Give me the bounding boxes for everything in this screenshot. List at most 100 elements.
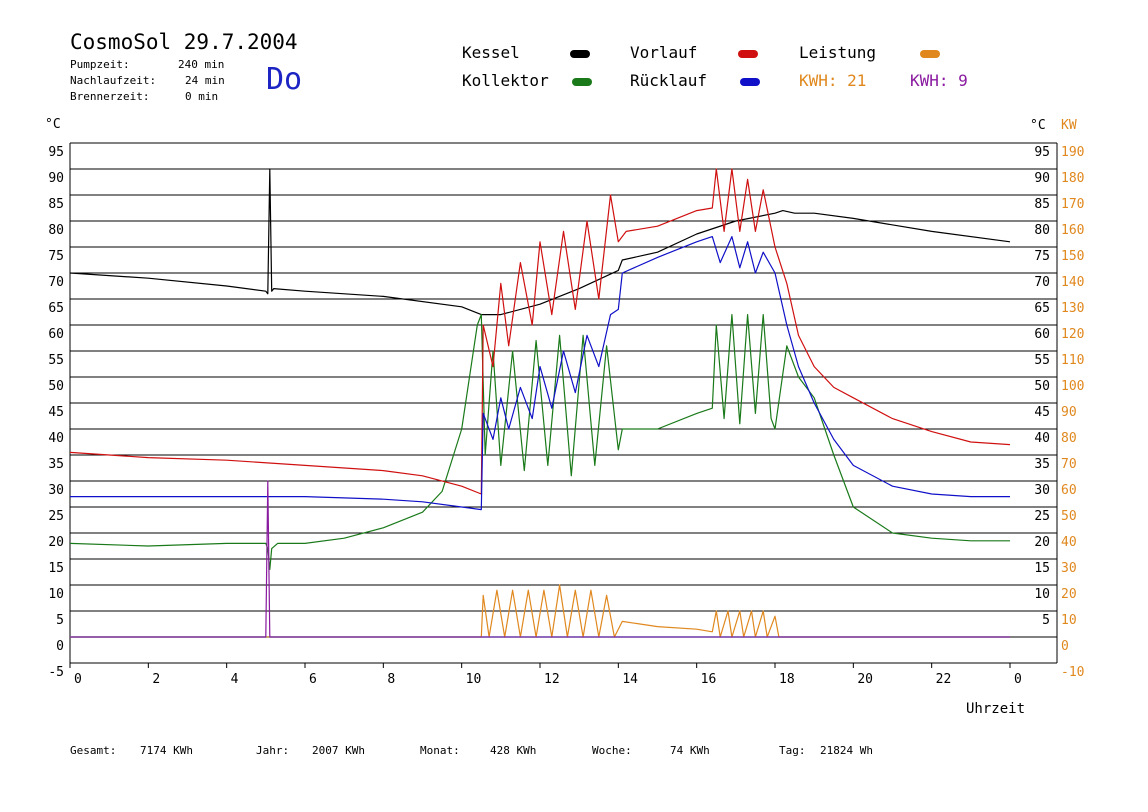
y-tick-label-right: 85	[1034, 197, 1050, 212]
y-tick-label: 50	[48, 379, 64, 394]
x-tick-label: 2	[152, 672, 160, 687]
y-tick-label-right: 10	[1034, 587, 1050, 602]
kw-tick-label: 100	[1061, 379, 1084, 394]
y-tick-label: -5	[48, 665, 64, 680]
x-axis-label: Uhrzeit	[966, 701, 1026, 717]
footer-jahr-label: Jahr:	[256, 744, 290, 757]
footer-tag-label: Tag:	[779, 744, 806, 757]
kw-tick-label: 0	[1061, 639, 1069, 654]
y-tick-label-right: 50	[1034, 379, 1050, 394]
y-tick-label-right: 35	[1034, 457, 1050, 472]
legend-leistung-swatch	[920, 50, 940, 58]
y-tick-label-right: 55	[1034, 353, 1050, 368]
x-tick-label: 10	[466, 672, 482, 687]
y-tick-label-right: 80	[1034, 223, 1050, 238]
kw-tick-label: 80	[1061, 431, 1077, 446]
kw-tick-label: 140	[1061, 275, 1084, 290]
legend-kessel-swatch	[570, 50, 590, 58]
y-tick-label: 70	[48, 275, 64, 290]
legend-kollektor-label: Kollektor	[462, 71, 549, 90]
x-tick-label: 16	[701, 672, 717, 687]
x-tick-label: 0	[1014, 672, 1022, 687]
y-tick-label: 85	[48, 197, 64, 212]
footer-tag-value: 21824 Wh	[820, 744, 873, 757]
legend-leistung-label: Leistung	[799, 43, 877, 62]
footer-monat-value: 428 KWh	[490, 744, 537, 757]
footer-gesamt-value: 7174 KWh	[140, 744, 193, 757]
kw-tick-label: 110	[1061, 353, 1084, 368]
y-tick-label-right: 95	[1034, 145, 1050, 160]
y-tick-label: 25	[48, 509, 64, 524]
y-tick-label: 40	[48, 431, 64, 446]
footer-woche-value: 74 KWh	[670, 744, 710, 757]
y-tick-label-right: 30	[1034, 483, 1050, 498]
kw-tick-label: 160	[1061, 223, 1084, 238]
kw-tick-label: 70	[1061, 457, 1077, 472]
y-tick-label: 55	[48, 353, 64, 368]
kw-tick-label: 190	[1061, 145, 1084, 160]
y-tick-label-right: 70	[1034, 275, 1050, 290]
y-tick-label: 95	[48, 145, 64, 160]
info-row-brennerzeit: Brennerzeit: 0 min	[70, 90, 219, 103]
right-axis-unit-c: °C	[1030, 118, 1046, 133]
y-tick-label: 10	[48, 587, 64, 602]
x-tick-label: 12	[544, 672, 560, 687]
kw-tick-label: 150	[1061, 249, 1084, 264]
y-tick-label: 80	[48, 223, 64, 238]
y-tick-label: 35	[48, 457, 64, 472]
kw-tick-label: 170	[1061, 197, 1084, 212]
kw-tick-label: 120	[1061, 327, 1084, 342]
weekday-label: Do	[266, 62, 303, 97]
x-tick-label: 0	[74, 672, 82, 687]
kw-tick-label: 30	[1061, 561, 1077, 576]
y-tick-label: 45	[48, 405, 64, 420]
left-axis-unit: °C	[45, 117, 61, 132]
footer-woche-label: Woche:	[592, 744, 632, 757]
legend-ruecklauf-label: Rücklauf	[630, 71, 708, 90]
y-tick-label-right: 20	[1034, 535, 1050, 550]
y-tick-label-right: 60	[1034, 327, 1050, 342]
y-tick-label-right: 75	[1034, 249, 1050, 264]
x-tick-label: 14	[622, 672, 638, 687]
series-line-kessel	[69, 168, 1011, 316]
pump-info: Pumpzeit: 240 min Nachlaufzeit: 24 min Bre…	[70, 57, 225, 105]
y-tick-label-right: 25	[1034, 509, 1050, 524]
kw-tick-label: 10	[1061, 613, 1077, 628]
info-row-nachlaufzeit: Nachlaufzeit: 24 min	[70, 74, 225, 87]
y-tick-label: 60	[48, 327, 64, 342]
kw-tick-label: 180	[1061, 171, 1084, 186]
x-tick-label: 4	[231, 672, 239, 687]
kw-tick-label: 90	[1061, 405, 1077, 420]
series-line-ruecklauf	[70, 236, 1010, 511]
legend-kwh-purple: KWH: 9	[910, 71, 968, 90]
kw-tick-label: -10	[1061, 665, 1084, 680]
legend-kessel-label: Kessel	[462, 43, 520, 62]
y-tick-label-right: 45	[1034, 405, 1050, 420]
series-line-kwh2	[70, 480, 1010, 638]
chart-title: CosmoSol 29.7.2004	[70, 30, 298, 54]
y-tick-label: 20	[48, 535, 64, 550]
x-tick-label: 20	[857, 672, 873, 687]
legend-vorlauf-swatch	[738, 50, 758, 58]
series-line-leistung	[70, 584, 1010, 638]
x-tick-label: 6	[309, 672, 317, 687]
x-tick-label: 18	[779, 672, 795, 687]
footer-monat-label: Monat:	[420, 744, 460, 757]
y-tick-label: 5	[56, 613, 64, 628]
y-tick-label-right: 40	[1034, 431, 1050, 446]
legend-vorlauf-label: Vorlauf	[630, 43, 698, 62]
info-row-pumpzeit: Pumpzeit: 240 min	[70, 58, 225, 71]
y-tick-label: 15	[48, 561, 64, 576]
footer-gesamt-label: Gesamt:	[70, 744, 117, 757]
y-tick-label-right: 65	[1034, 301, 1050, 316]
kw-tick-label: 50	[1061, 509, 1077, 524]
legend-kollektor-swatch	[572, 78, 592, 86]
y-tick-label-right: 90	[1034, 171, 1050, 186]
kw-tick-label: 40	[1061, 535, 1077, 550]
y-tick-label-right: 15	[1034, 561, 1050, 576]
y-tick-label: 0	[56, 639, 64, 654]
series-line-kollektor	[69, 314, 1010, 571]
legend-kwh-orange: KWH: 21	[799, 71, 867, 90]
legend-ruecklauf-swatch	[740, 78, 760, 86]
